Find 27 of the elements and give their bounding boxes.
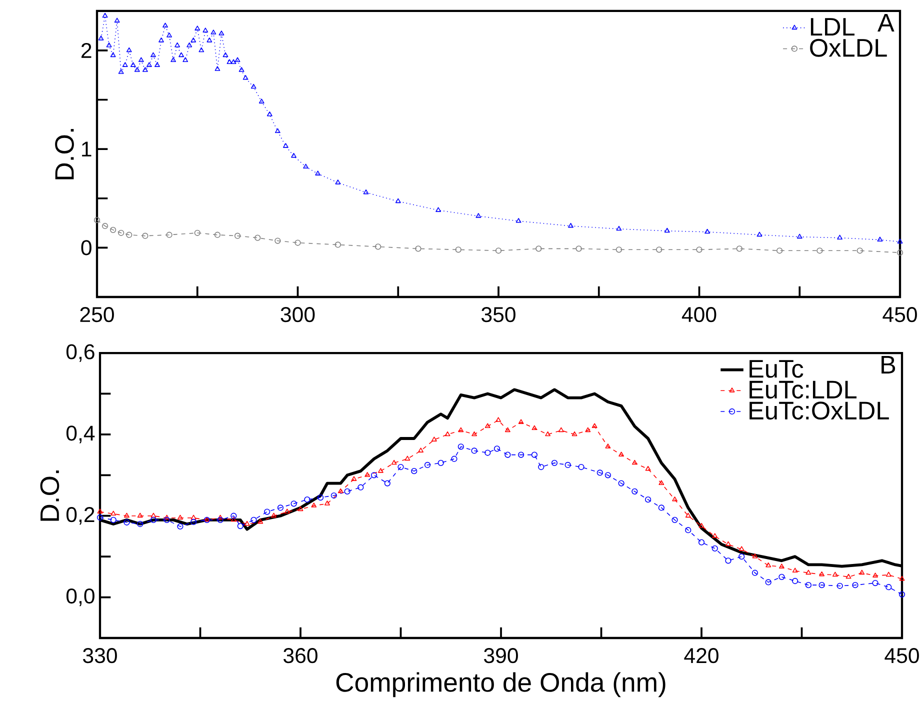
y-axis-title: D.O.: [40, 470, 60, 521]
y-axis-title: D.O.: [55, 129, 74, 180]
x-tick-label: 350: [482, 307, 516, 322]
x-tick-label: 250: [80, 307, 114, 322]
y-tick-label: 1: [82, 142, 92, 156]
x-tick-label: 390: [484, 648, 518, 664]
y-tick-label: 0,0: [66, 588, 94, 606]
x-tick-label: 420: [684, 648, 718, 664]
legend-label: OxLDL: [810, 38, 887, 57]
y-tick-label: 2: [81, 43, 92, 58]
x-tick-label: 450: [882, 307, 917, 322]
x-tick-label: 450: [884, 648, 919, 664]
legend-label: EuTc:LDL: [750, 380, 857, 399]
annotation: A: [878, 14, 894, 32]
y-tick-label: 0,6: [66, 344, 94, 362]
annotation: B: [882, 356, 896, 374]
x-axis-title: Comprimento de Onda (nm): [336, 672, 666, 698]
legend-label: EuTc: [750, 360, 804, 378]
y-tick-label: 0,4: [66, 426, 95, 444]
y-tick-label: 0: [81, 240, 92, 256]
y-tick-label: 0,2: [66, 507, 94, 525]
x-tick-label: 360: [284, 648, 318, 664]
x-tick-label: 300: [280, 307, 315, 322]
x-tick-label: 400: [682, 307, 716, 322]
x-tick-label: 330: [83, 648, 117, 664]
legend-label: LDL: [810, 18, 854, 36]
legend-label: EuTc:OxLDL: [750, 402, 889, 420]
